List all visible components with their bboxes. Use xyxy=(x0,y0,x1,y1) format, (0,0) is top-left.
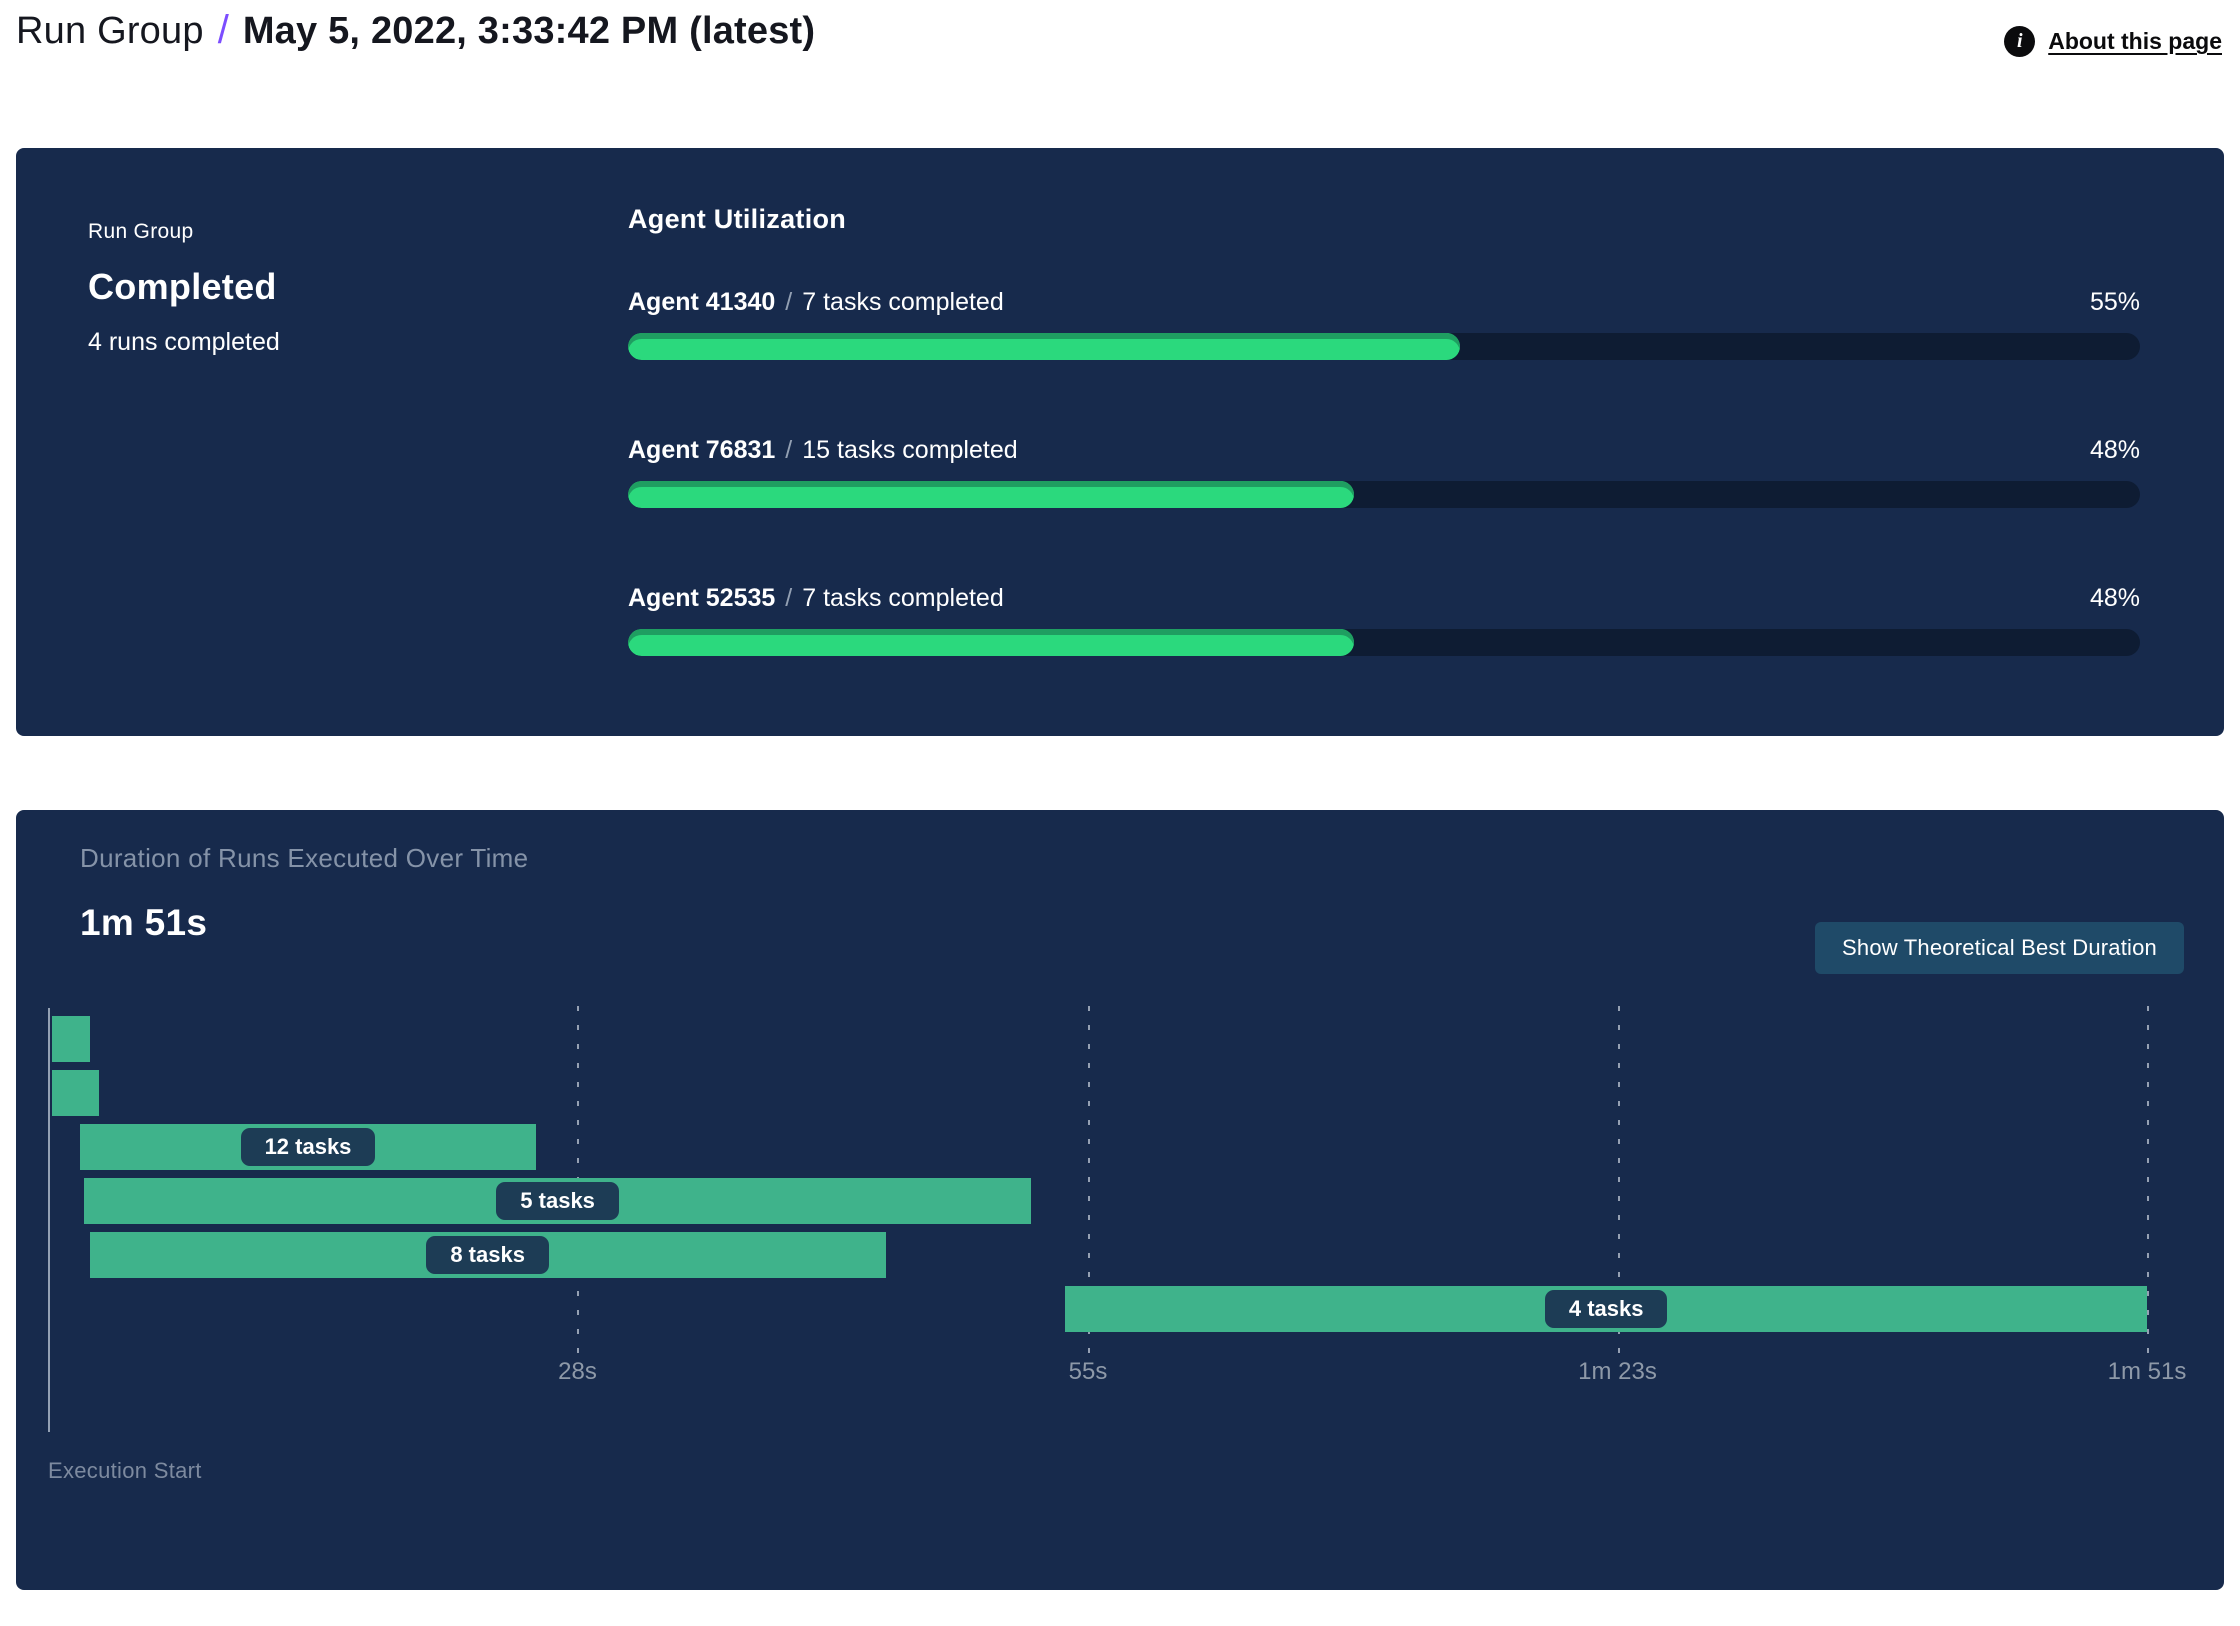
breadcrumb: Run Group / May 5, 2022, 3:33:42 PM (lat… xyxy=(16,8,2224,53)
execution-start-label: Execution Start xyxy=(48,1458,202,1483)
agent-separator: / xyxy=(785,584,793,612)
show-theoretical-best-duration-button[interactable]: Show Theoretical Best Duration xyxy=(1815,922,2184,974)
gantt-chart: 12 tasks 5 tasks 8 tasks 4 tasks 28s 55s 1m 2… xyxy=(48,810,2186,1590)
task-count-pill: 4 tasks xyxy=(1544,1290,1668,1328)
task-count-pill: 8 tasks xyxy=(426,1236,549,1274)
runs-completed-count: 4 runs completed xyxy=(88,328,280,356)
task-count-pill: 12 tasks xyxy=(240,1128,376,1166)
agent-row: Agent 52535 / 7 tasks completed 48% xyxy=(628,584,2140,656)
agent-utilization-track xyxy=(628,481,2140,508)
info-icon: i xyxy=(2004,26,2036,57)
run-duration-bar[interactable]: 8 tasks xyxy=(89,1232,886,1278)
total-duration-value: 1m 51s xyxy=(80,902,208,943)
about-this-page-link[interactable]: i About this page xyxy=(2004,26,2222,57)
agent-utilization-percent: 55% xyxy=(2089,288,2140,316)
agent-utilization-bar xyxy=(628,481,1354,508)
agent-tasks-completed: 15 tasks completed xyxy=(802,436,1018,464)
gridline xyxy=(1617,1006,1620,1358)
breadcrumb-separator: / xyxy=(217,8,229,52)
agent-tasks-completed: 7 tasks completed xyxy=(802,288,1004,316)
axis-tick-label: 1m 51s xyxy=(2107,1358,2187,1385)
agent-name: Agent 76831 xyxy=(628,436,776,464)
agent-separator: / xyxy=(785,436,793,464)
agent-name: Agent 41340 xyxy=(628,288,776,316)
axis-tick-label: 1m 23s xyxy=(1578,1358,1657,1385)
agent-utilization-bar xyxy=(628,629,1354,656)
gridline xyxy=(2147,1006,2149,1358)
agent-tasks-completed: 7 tasks completed xyxy=(802,584,1004,612)
run-group-status: Completed xyxy=(88,266,277,307)
agent-utilization-bar xyxy=(628,333,1460,360)
page-header: Run Group / May 5, 2022, 3:33:42 PM (lat… xyxy=(16,8,2224,78)
agent-utilization-percent: 48% xyxy=(2089,436,2140,464)
run-duration-bar[interactable]: 4 tasks xyxy=(1065,1286,2147,1332)
gridline xyxy=(1088,1006,1091,1358)
run-duration-bar[interactable] xyxy=(51,1070,100,1116)
agent-row: Agent 76831 / 15 tasks completed 48% xyxy=(628,436,2140,508)
duration-card: Duration of Runs Executed Over Time 1m 5… xyxy=(16,810,2224,1590)
run-summary: Run Group Completed 4 runs completed xyxy=(88,220,280,357)
execution-start-axis-line xyxy=(48,1008,50,1432)
agent-separator: / xyxy=(785,288,793,316)
axis-tick-label: 28s xyxy=(558,1358,597,1385)
run-duration-bar[interactable]: 12 tasks xyxy=(80,1124,536,1170)
page-title: May 5, 2022, 3:33:42 PM (latest) xyxy=(242,10,816,52)
run-duration-bar[interactable] xyxy=(51,1016,90,1062)
agent-name: Agent 52535 xyxy=(628,584,776,612)
breadcrumb-run-group[interactable]: Run Group xyxy=(16,10,204,52)
agent-utilization-title: Agent Utilization xyxy=(628,204,847,234)
task-count-pill: 5 tasks xyxy=(496,1182,619,1220)
run-group-label: Run Group xyxy=(88,220,194,243)
agent-utilization-track xyxy=(628,629,2140,656)
run-group-summary-card: Run Group Completed 4 runs completed Age… xyxy=(16,148,2224,736)
agent-utilization-track xyxy=(628,333,2140,360)
agent-utilization-section: Agent Utilization Agent 41340 / 7 tasks co… xyxy=(628,204,2140,656)
about-link-label: About this page xyxy=(2048,28,2222,54)
agent-row: Agent 41340 / 7 tasks completed 55% xyxy=(628,288,2140,360)
run-duration-bar[interactable]: 5 tasks xyxy=(83,1178,1032,1224)
duration-chart-title: Duration of Runs Executed Over Time xyxy=(80,843,529,873)
axis-tick-label: 55s xyxy=(1068,1358,1108,1385)
agent-utilization-percent: 48% xyxy=(2089,584,2140,612)
